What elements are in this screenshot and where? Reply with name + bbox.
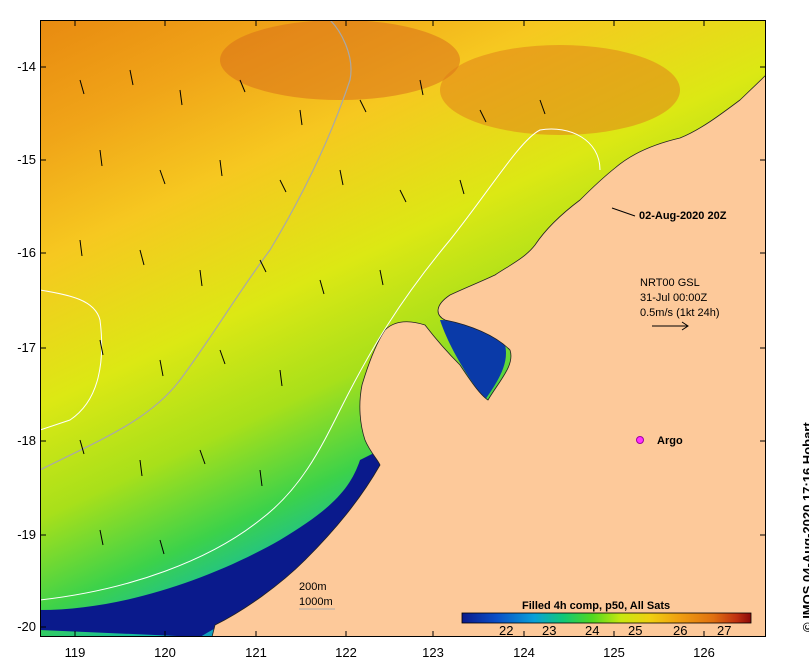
colorbar-label: 26 xyxy=(673,623,687,637)
y-tick-label: -15 xyxy=(17,152,36,167)
y-tick-label: -14 xyxy=(17,59,36,74)
warm-patch xyxy=(440,45,680,135)
y-tick-label: -20 xyxy=(17,619,36,634)
colorbar-label: 25 xyxy=(628,623,642,637)
x-tick-label: 120 xyxy=(154,645,176,660)
map-border xyxy=(40,20,766,637)
axis-ticks xyxy=(40,20,766,637)
credit-text: © IMOS 04-Aug-2020 17:16 Hobart xyxy=(800,422,809,632)
cold-coastal-water xyxy=(40,450,380,637)
colorbar-label: 23 xyxy=(542,623,556,637)
colorbar xyxy=(461,612,752,624)
x-tick-label: 126 xyxy=(693,645,715,660)
colorbar-labels: 22 23 24 25 26 27 xyxy=(499,623,731,638)
x-tick-label: 119 xyxy=(64,645,86,660)
y-tick-label: -16 xyxy=(17,245,36,260)
colorbar-label: 22 xyxy=(499,623,513,637)
contour-1000m xyxy=(39,19,352,471)
x-tick-label: 125 xyxy=(603,645,625,660)
colorbar-title: Filled 4h comp, p50, All Sats xyxy=(522,600,670,612)
current-product-label: NRT00 GSL xyxy=(640,277,700,289)
current-scale-label: 0.5m/s (1kt 24h) xyxy=(640,307,719,319)
cold-bay-water xyxy=(440,320,506,400)
y-tick-label: -17 xyxy=(17,340,36,355)
argo-float-icon xyxy=(636,436,644,444)
colorbar-label: 27 xyxy=(717,623,731,637)
timestamp-label: 02-Aug-2020 20Z xyxy=(639,210,727,222)
contour-legend-200m: 200m xyxy=(299,581,327,593)
y-tick-label: -19 xyxy=(17,527,36,542)
contour-legend-1000m: 1000m xyxy=(299,596,333,608)
current-vectors xyxy=(79,69,546,555)
sst-map: 02-Aug-2020 20Z NRT00 GSL 31-Jul 00:00Z … xyxy=(39,19,767,638)
colorbar-label: 24 xyxy=(585,623,599,637)
x-tick-label: 124 xyxy=(513,645,535,660)
scale-arrow-icon xyxy=(652,321,689,331)
contour-200m xyxy=(39,128,601,601)
argo-label: Argo xyxy=(657,435,683,447)
x-tick-label: 123 xyxy=(422,645,444,660)
contour-200m xyxy=(39,289,103,431)
timestamp-pointer xyxy=(611,207,636,217)
y-tick-label: -18 xyxy=(17,433,36,448)
x-tick-label: 121 xyxy=(245,645,267,660)
landmass xyxy=(211,74,767,638)
x-tick-label: 122 xyxy=(335,645,357,660)
current-time-label: 31-Jul 00:00Z xyxy=(640,292,708,304)
warm-patch xyxy=(220,20,460,100)
